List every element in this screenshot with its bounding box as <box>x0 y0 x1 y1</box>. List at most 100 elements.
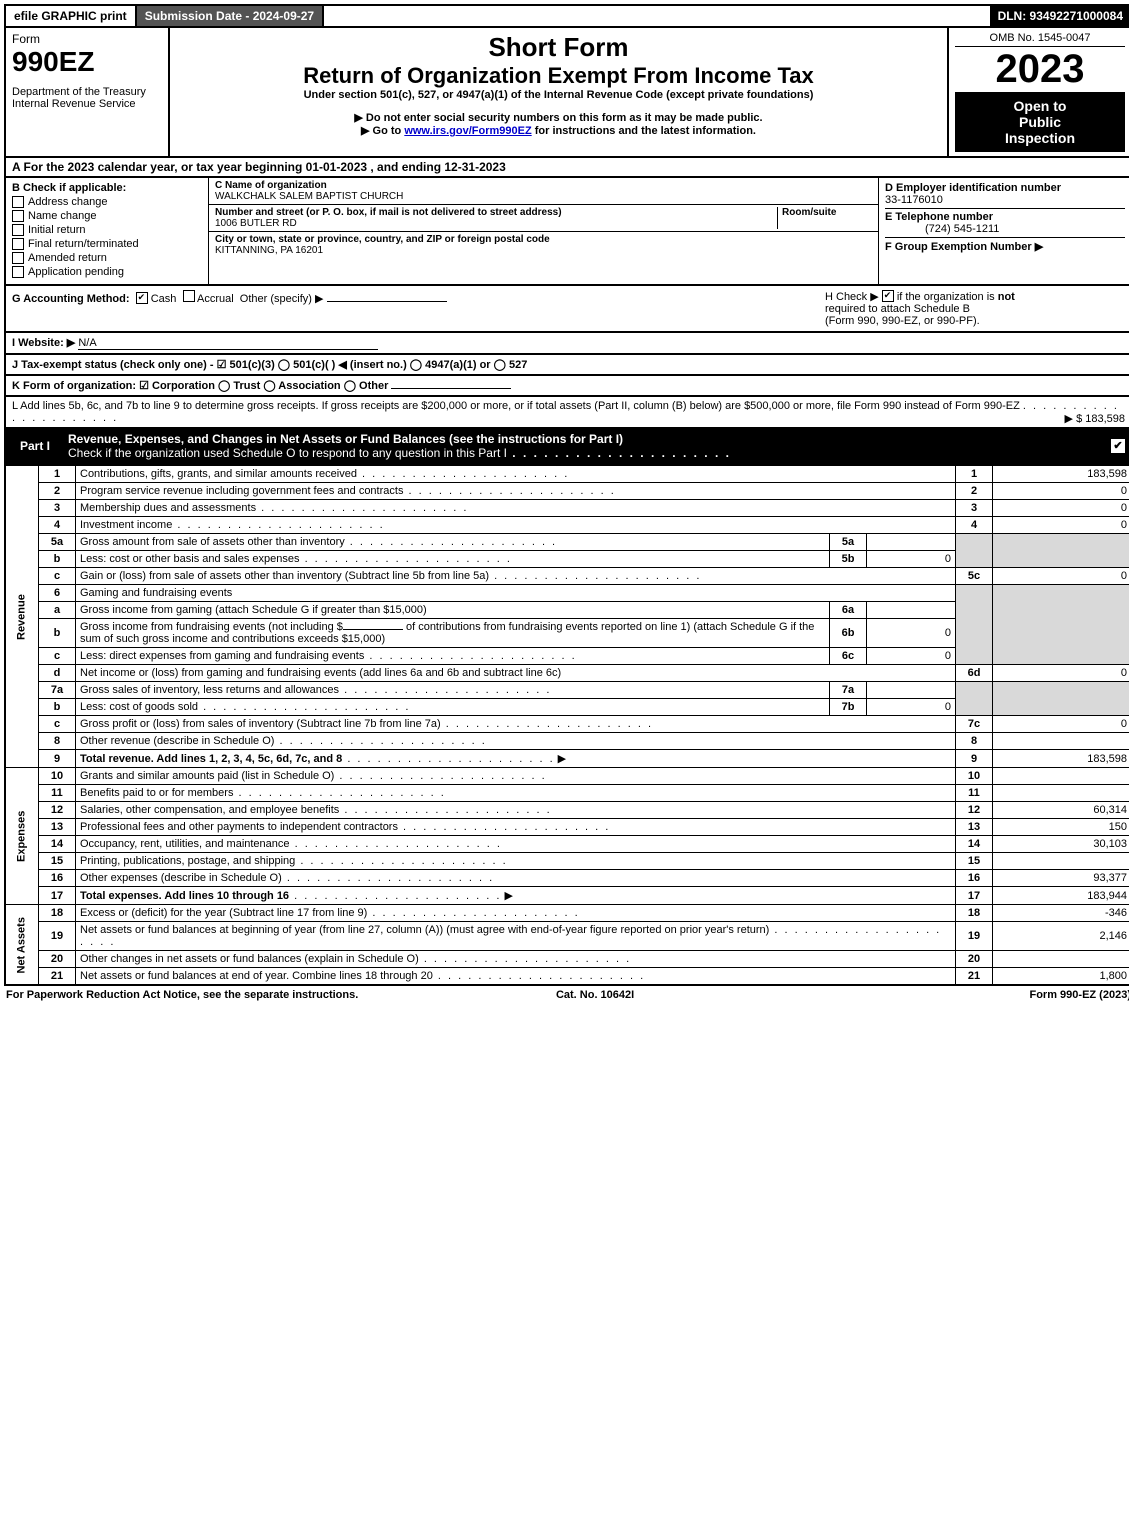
line-5ab-ashade <box>993 534 1129 568</box>
line-7c-rnum: 7c <box>956 716 993 733</box>
gh-row: G Accounting Method: Cash Accrual Other … <box>4 286 1129 333</box>
line-12-rnum: 12 <box>956 802 993 819</box>
line-7c-amt: 0 <box>993 716 1129 733</box>
h-text4: (Form 990, 990-EZ, or 990-PF). <box>825 315 980 327</box>
line-5c-desc: Gain or (loss) from sale of assets other… <box>76 568 956 585</box>
line-7c-desc: Gross profit or (loss) from sales of inv… <box>76 716 956 733</box>
line-9-num: 9 <box>39 750 76 768</box>
line-21-amt: 1,800 <box>993 968 1129 986</box>
line-20-num: 20 <box>39 951 76 968</box>
line-12-amt: 60,314 <box>993 802 1129 819</box>
line-17-num: 17 <box>39 887 76 905</box>
line-3-desc: Membership dues and assessments <box>76 500 956 517</box>
line-4-desc: Investment income <box>76 517 956 534</box>
line-6b-desc: Gross income from fundraising events (no… <box>76 619 830 648</box>
b-label: B Check if applicable: <box>12 182 202 194</box>
line-1-amt: 183,598 <box>993 466 1129 483</box>
line-11-rnum: 11 <box>956 785 993 802</box>
line-17-desc: Total expenses. Add lines 10 through 16 … <box>76 887 956 905</box>
line-3-amt: 0 <box>993 500 1129 517</box>
part1-title: Revenue, Expenses, and Changes in Net As… <box>68 432 623 446</box>
line-9-amt: 183,598 <box>993 750 1129 768</box>
g-label: G Accounting Method: <box>12 293 130 305</box>
line-21-num: 21 <box>39 968 76 986</box>
open-line1: Open to <box>959 98 1121 114</box>
irs-link[interactable]: www.irs.gov/Form990EZ <box>404 125 531 137</box>
line-16-desc: Other expenses (describe in Schedule O) <box>76 870 956 887</box>
line-21-desc: Net assets or fund balances at end of ye… <box>76 968 956 986</box>
short-form-title: Short Form <box>176 32 941 63</box>
efile-label[interactable]: efile GRAPHIC print <box>6 6 137 26</box>
room-label: Room/suite <box>782 207 836 218</box>
other-specify-line[interactable] <box>327 301 447 302</box>
open-to-public: Open to Public Inspection <box>955 92 1125 152</box>
line-20-amt <box>993 951 1129 968</box>
cash-label: Cash <box>151 293 177 305</box>
f-label: F Group Exemption Number ▶ <box>885 241 1043 253</box>
h-text3: required to attach Schedule B <box>825 303 970 315</box>
cb-cash[interactable] <box>136 292 148 304</box>
open-line3: Inspection <box>959 130 1121 146</box>
line-7b-num: b <box>39 699 76 716</box>
line-6d-num: d <box>39 665 76 682</box>
line-10-amt <box>993 768 1129 785</box>
line-14-rnum: 14 <box>956 836 993 853</box>
org-name-block: C Name of organization WALKCHALK SALEM B… <box>209 178 878 205</box>
line-13-amt: 150 <box>993 819 1129 836</box>
section-h: H Check ▶ if the organization is not req… <box>825 290 1125 327</box>
line-9-desc: Total revenue. Add lines 1, 2, 3, 4, 5c,… <box>76 750 956 768</box>
line-8-rnum: 8 <box>956 733 993 750</box>
dln-label: DLN: 93492271000084 <box>990 6 1129 26</box>
cb-application-pending[interactable]: Application pending <box>12 266 202 278</box>
line-6-ashade <box>993 585 1129 665</box>
line-10-rnum: 10 <box>956 768 993 785</box>
j-text: J Tax-exempt status (check only one) - ☑… <box>12 359 527 371</box>
cb-initial-return[interactable]: Initial return <box>12 224 202 236</box>
cb-accrual[interactable] <box>183 290 195 302</box>
section-c: C Name of organization WALKCHALK SALEM B… <box>209 178 879 284</box>
d-label: D Employer identification number <box>885 182 1061 194</box>
cb-name-change[interactable]: Name change <box>12 210 202 222</box>
line-10-desc: Grants and similar amounts paid (list in… <box>76 768 956 785</box>
group-exemption-block: F Group Exemption Number ▶ <box>885 238 1125 255</box>
line-11-amt <box>993 785 1129 802</box>
ein-value: 33-1176010 <box>885 194 943 206</box>
line-5c-num: c <box>39 568 76 585</box>
k-text: K Form of organization: ☑ Corporation ◯ … <box>12 380 388 392</box>
line-6d-amt: 0 <box>993 665 1129 682</box>
line-6c-desc: Less: direct expenses from gaming and fu… <box>76 648 830 665</box>
line-18-num: 18 <box>39 905 76 922</box>
line-19-rnum: 19 <box>956 922 993 951</box>
street-val: 1006 BUTLER RD <box>215 218 297 229</box>
line-6c-sublbl: 6c <box>830 648 867 665</box>
line-7a-subamt <box>867 682 956 699</box>
line-4-num: 4 <box>39 517 76 534</box>
cb-final-return[interactable]: Final return/terminated <box>12 238 202 250</box>
k-other-line[interactable] <box>391 388 511 389</box>
line-18-rnum: 18 <box>956 905 993 922</box>
line-7ab-ashade <box>993 682 1129 716</box>
line-7a-num: 7a <box>39 682 76 699</box>
c-name-label: C Name of organization <box>215 180 327 191</box>
i-label: I Website: ▶ <box>12 337 75 349</box>
form-header: Form 990EZ Department of the Treasury In… <box>4 28 1129 158</box>
goto-post: for instructions and the latest informat… <box>535 125 756 137</box>
footer-cat: Cat. No. 10642I <box>556 989 634 1001</box>
h-text2: if the organization is <box>897 291 995 303</box>
line-6-rshade <box>956 585 993 665</box>
line-12-num: 12 <box>39 802 76 819</box>
cb-address-change[interactable]: Address change <box>12 196 202 208</box>
line-5b-subamt: 0 <box>867 551 956 568</box>
line-7b-subamt: 0 <box>867 699 956 716</box>
form-number: 990EZ <box>12 46 162 78</box>
street-block: Number and street (or P. O. box, if mail… <box>209 205 878 232</box>
part1-checkbox[interactable]: ✔ <box>1111 439 1125 453</box>
line-2-desc: Program service revenue including govern… <box>76 483 956 500</box>
cb-amended-return[interactable]: Amended return <box>12 252 202 264</box>
part1-header: Part I Revenue, Expenses, and Changes in… <box>4 429 1129 465</box>
cb-schedule-b[interactable] <box>882 290 894 302</box>
line-20-rnum: 20 <box>956 951 993 968</box>
line-20-desc: Other changes in net assets or fund bala… <box>76 951 956 968</box>
line-6b-subamt: 0 <box>867 619 956 648</box>
line-6a-desc: Gross income from gaming (attach Schedul… <box>76 602 830 619</box>
